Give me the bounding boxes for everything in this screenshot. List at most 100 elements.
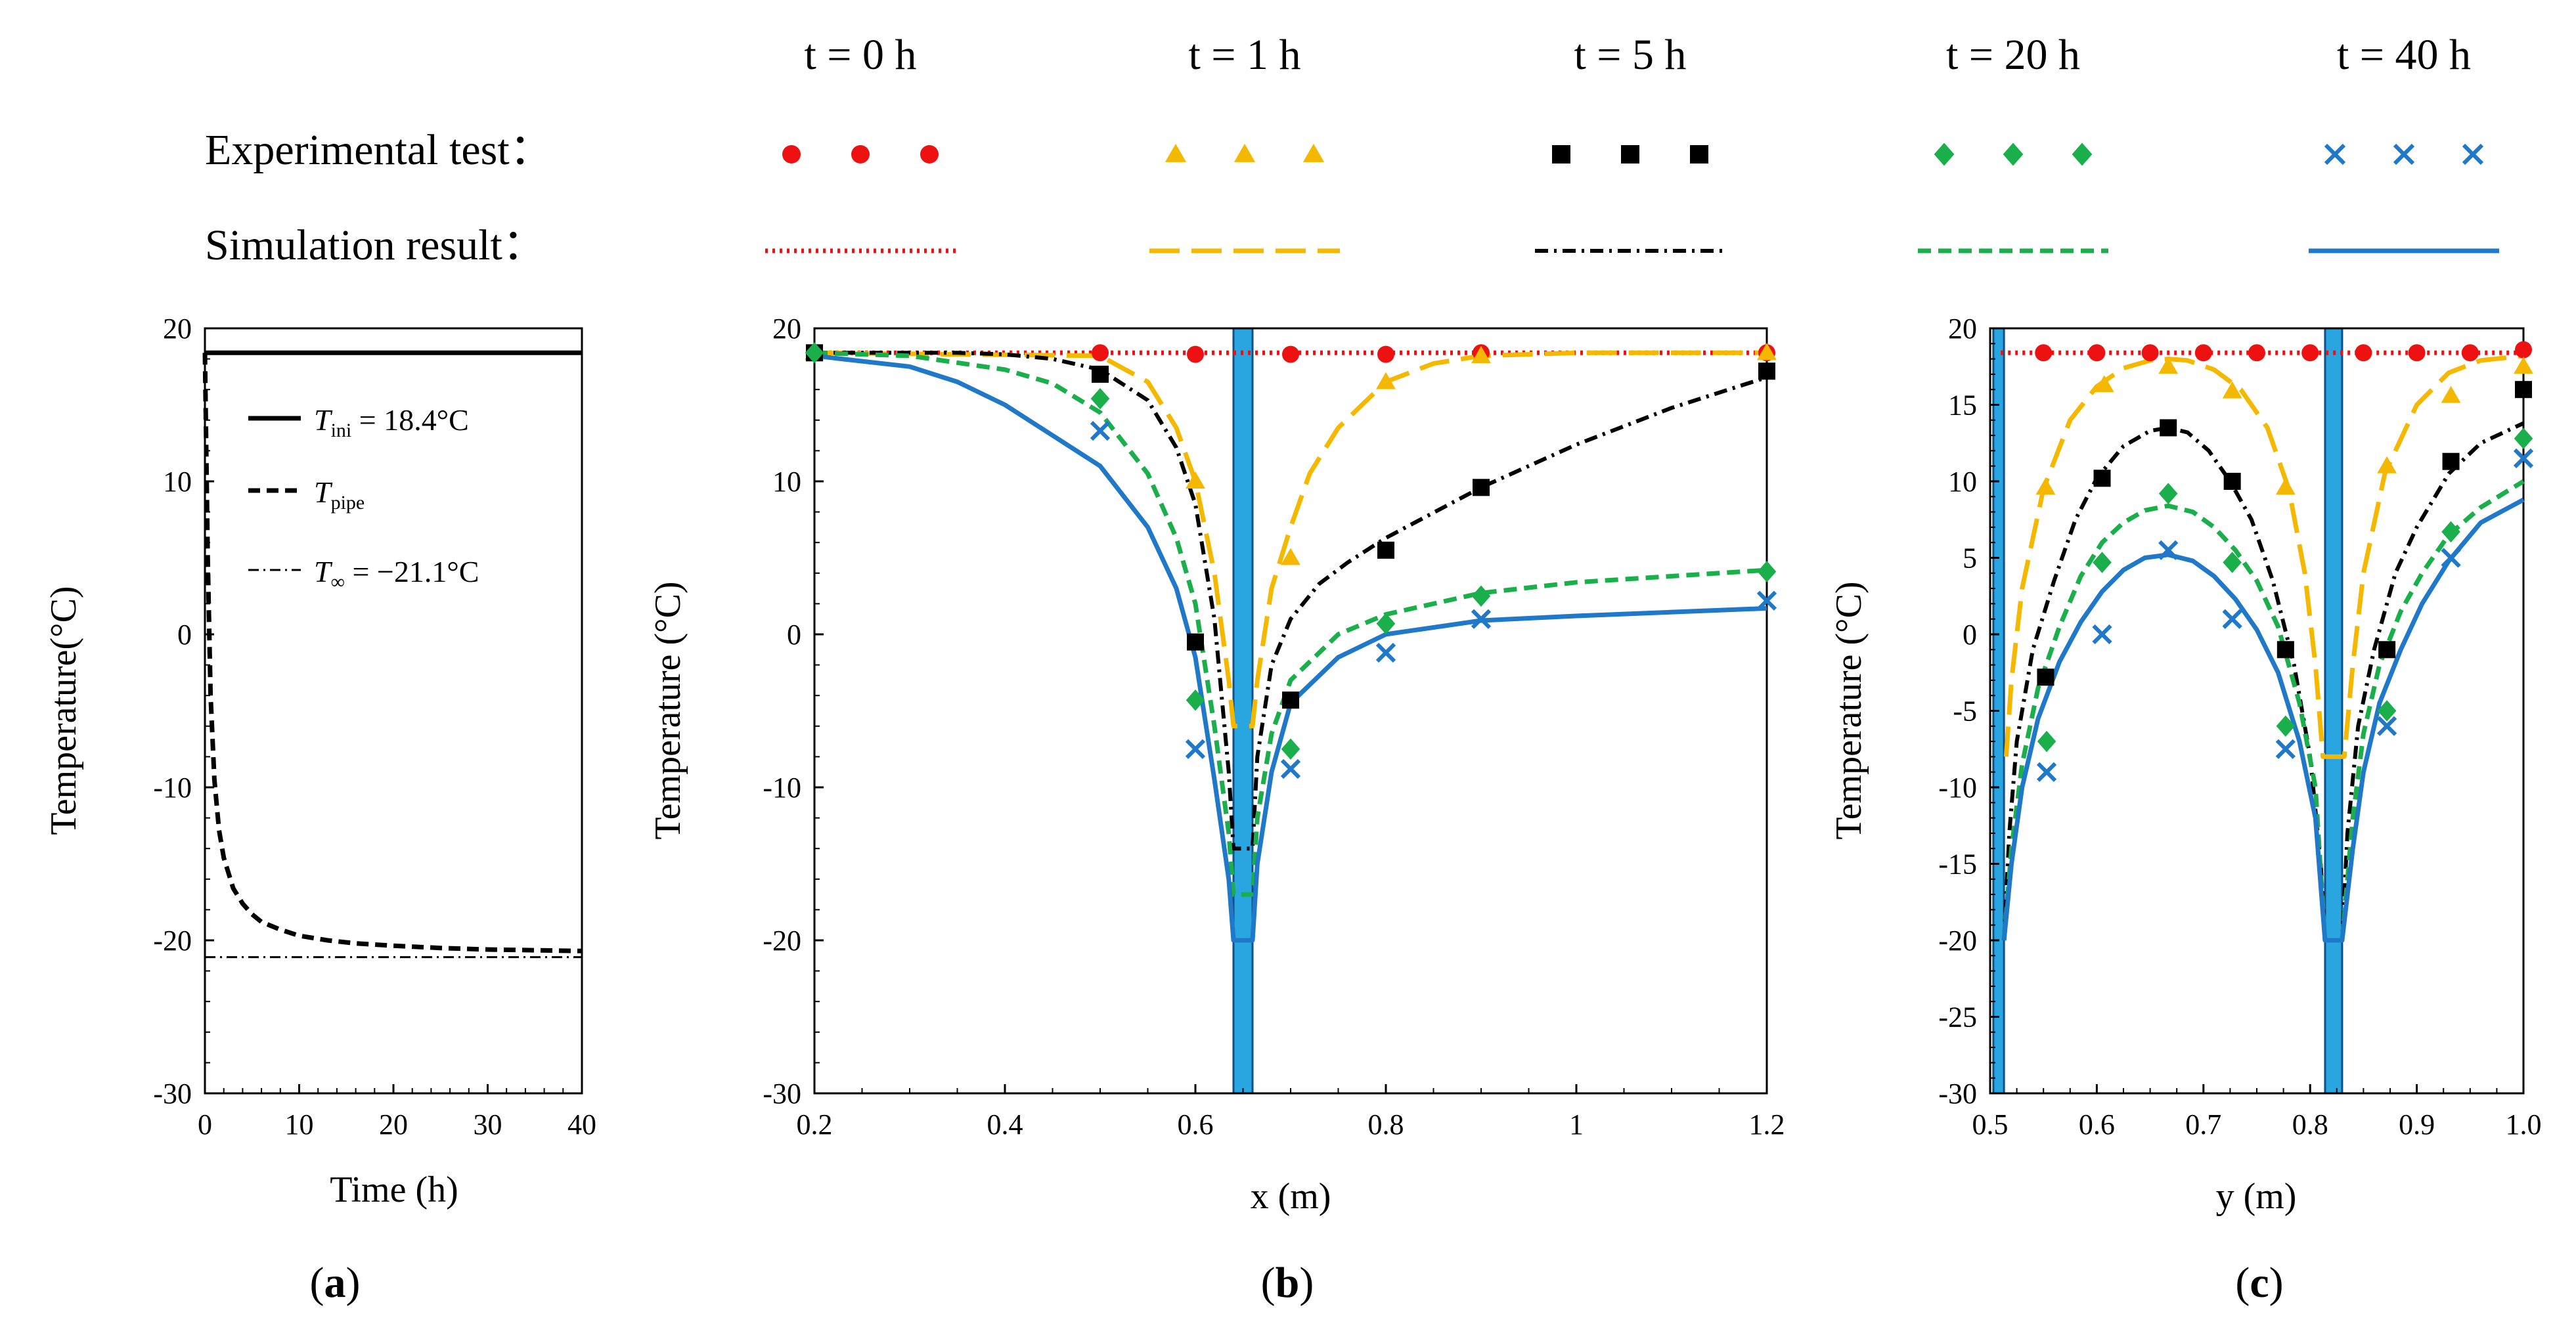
- legend-a-entry-2: T∞ = −21.1°C: [314, 555, 479, 593]
- exp-point-c-0-2: [2141, 344, 2159, 362]
- exp-point-c-2-7: [2515, 381, 2532, 399]
- exp-point-c-1-7: [2514, 357, 2533, 374]
- exp-point-c-0-7: [2408, 344, 2426, 362]
- legend-exp-marker-4-1: [2393, 143, 2415, 165]
- y-tick-label-b-0: 20: [772, 313, 801, 345]
- y-tick-label-c-8: -20: [1938, 925, 1977, 957]
- x-tick-label-a-0: 0: [198, 1108, 212, 1141]
- y-axis-label-b: Temperature (°C): [648, 581, 688, 839]
- y-tick-label-a-2: 0: [177, 619, 192, 651]
- y-tick-label-b-2: 0: [787, 619, 801, 651]
- plot-frame-a: [204, 327, 583, 1095]
- legend-exp-marker-1-1: [1233, 143, 1256, 162]
- y-tick-label-a-5: -30: [153, 1078, 192, 1110]
- y-tick-label-b-5: -30: [763, 1078, 801, 1110]
- y-tick-label-b-4: -20: [763, 925, 801, 957]
- legend-exp-marker-1-0: [1165, 143, 1187, 162]
- exp-point-b-2-4: [1377, 541, 1394, 559]
- y-axis-label-c: Temperature (°C): [1829, 581, 1869, 839]
- legend-exp-marker-0-0: [782, 145, 801, 164]
- y-tick-label-c-4: 0: [1963, 619, 1977, 651]
- legend-exp-marker-3-1: [2003, 142, 2024, 166]
- exp-point-b-4-3: [1375, 642, 1396, 663]
- x-tick-label-c-0: 0.5: [1972, 1108, 2009, 1141]
- chart-panel-b: 20 10 0 -10 -20 -300.2 0.4 0.6 0.8 1 1.2 x (m) Tem…: [648, 313, 1785, 1307]
- exp-point-c-2-5: [2378, 641, 2396, 659]
- y-tick-label-c-1: 15: [1948, 389, 1977, 422]
- legend-exp-marker-0-1: [851, 145, 870, 164]
- y-tick-label-c-6: -10: [1938, 772, 1977, 804]
- exp-point-c-2-3: [2223, 473, 2241, 490]
- y-tick-label-c-2: 10: [1948, 466, 1977, 498]
- x-tick-label-c-4: 0.9: [2399, 1108, 2435, 1141]
- exp-point-b-3-6: [1757, 561, 1777, 582]
- exp-point-c-0-6: [2355, 344, 2372, 362]
- exp-point-b-2-3: [1282, 691, 1299, 709]
- exp-point-c-0-5: [2301, 344, 2319, 362]
- exp-point-b-0-4: [1377, 345, 1394, 363]
- x-tick-label-b-4: 1: [1569, 1108, 1584, 1141]
- legend-exp-marker-3-2: [2072, 142, 2093, 166]
- legend-exp-marker-4-2: [2462, 143, 2484, 165]
- exp-point-b-4-4: [1471, 609, 1492, 629]
- panel-label-c: (c): [2235, 1259, 2283, 1307]
- exp-point-c-3-5: [2377, 700, 2397, 722]
- exp-point-b-3-4: [1376, 613, 1396, 634]
- legend-exp-marker-2-2: [1690, 145, 1708, 164]
- exp-point-c-0-4: [2248, 344, 2265, 362]
- exp-point-c-3-2: [2158, 483, 2178, 504]
- exp-point-b-3-0: [805, 342, 824, 364]
- exp-point-c-3-3: [2223, 552, 2242, 573]
- y-tick-label-a-1: 10: [163, 466, 192, 498]
- exp-point-c-4-6: [2441, 548, 2461, 568]
- exp-point-c-4-0: [2036, 762, 2057, 782]
- exp-point-c-0-9: [2515, 341, 2532, 359]
- sim-line-b-4: [814, 353, 1767, 943]
- exp-point-c-2-6: [2442, 452, 2460, 470]
- sim-line-b-3: [814, 350, 1767, 897]
- exp-point-b-4-1: [1185, 739, 1206, 759]
- x-tick-label-b-2: 0.6: [1178, 1108, 1214, 1141]
- legend-time-label-4: t = 40 h: [2337, 31, 2471, 79]
- exp-point-c-1-0: [2035, 477, 2056, 495]
- x-tick-label-a-2: 20: [379, 1108, 408, 1141]
- legend-exp-marker-0-2: [920, 145, 939, 164]
- legend-a-entry-1: Tpipe: [314, 475, 365, 514]
- exp-point-c-4-3: [2222, 609, 2242, 629]
- exp-point-c-2-2: [2160, 419, 2177, 437]
- y-tick-label-c-0: 20: [1948, 313, 1977, 345]
- legend-exp-marker-1-2: [1302, 143, 1325, 162]
- exp-point-c-0-0: [2035, 344, 2053, 362]
- exp-point-c-4-5: [2377, 716, 2397, 736]
- y-tick-label-a-3: -10: [153, 772, 192, 804]
- exp-point-c-2-4: [2276, 641, 2294, 659]
- exp-point-c-1-3: [2222, 381, 2242, 399]
- exp-point-b-2-2: [1187, 633, 1204, 651]
- sim-line-c-4: [2001, 497, 2525, 943]
- exp-point-b-3-2: [1186, 689, 1205, 711]
- legend-a-entry-0: Tini = 18.4°C: [314, 403, 469, 441]
- exp-point-c-0-8: [2461, 344, 2479, 362]
- x-tick-label-a-4: 40: [567, 1108, 596, 1141]
- y-tick-label-b-3: -10: [763, 772, 801, 804]
- exp-point-c-4-2: [2158, 540, 2179, 560]
- exp-point-b-0-2: [1187, 345, 1204, 363]
- exp-point-c-3-6: [2441, 521, 2460, 543]
- y-tick-label-a-0: 20: [163, 313, 192, 345]
- x-tick-label-c-3: 0.8: [2292, 1108, 2328, 1141]
- exp-point-b-4-5: [1756, 590, 1777, 611]
- exp-point-c-3-0: [2037, 730, 2056, 753]
- sim-line-b-1: [814, 350, 1767, 729]
- exp-point-b-0-1: [1092, 344, 1109, 362]
- legend-time-label-3: t = 20 h: [1946, 31, 2080, 79]
- exp-point-c-1-5: [2377, 456, 2397, 473]
- x-tick-label-b-5: 1.2: [1749, 1108, 1785, 1141]
- exp-point-c-2-0: [2037, 668, 2054, 686]
- panel-label-a: (a): [310, 1259, 361, 1307]
- exp-point-c-1-2: [2158, 357, 2179, 374]
- inset-legend-a: Tini = 18.4°C Tpipe T∞ = −21.1°C: [248, 403, 479, 593]
- legend-exp-marker-2-1: [1621, 145, 1639, 164]
- exp-point-b-4-0: [1090, 420, 1111, 441]
- exp-point-c-4-1: [2092, 624, 2112, 645]
